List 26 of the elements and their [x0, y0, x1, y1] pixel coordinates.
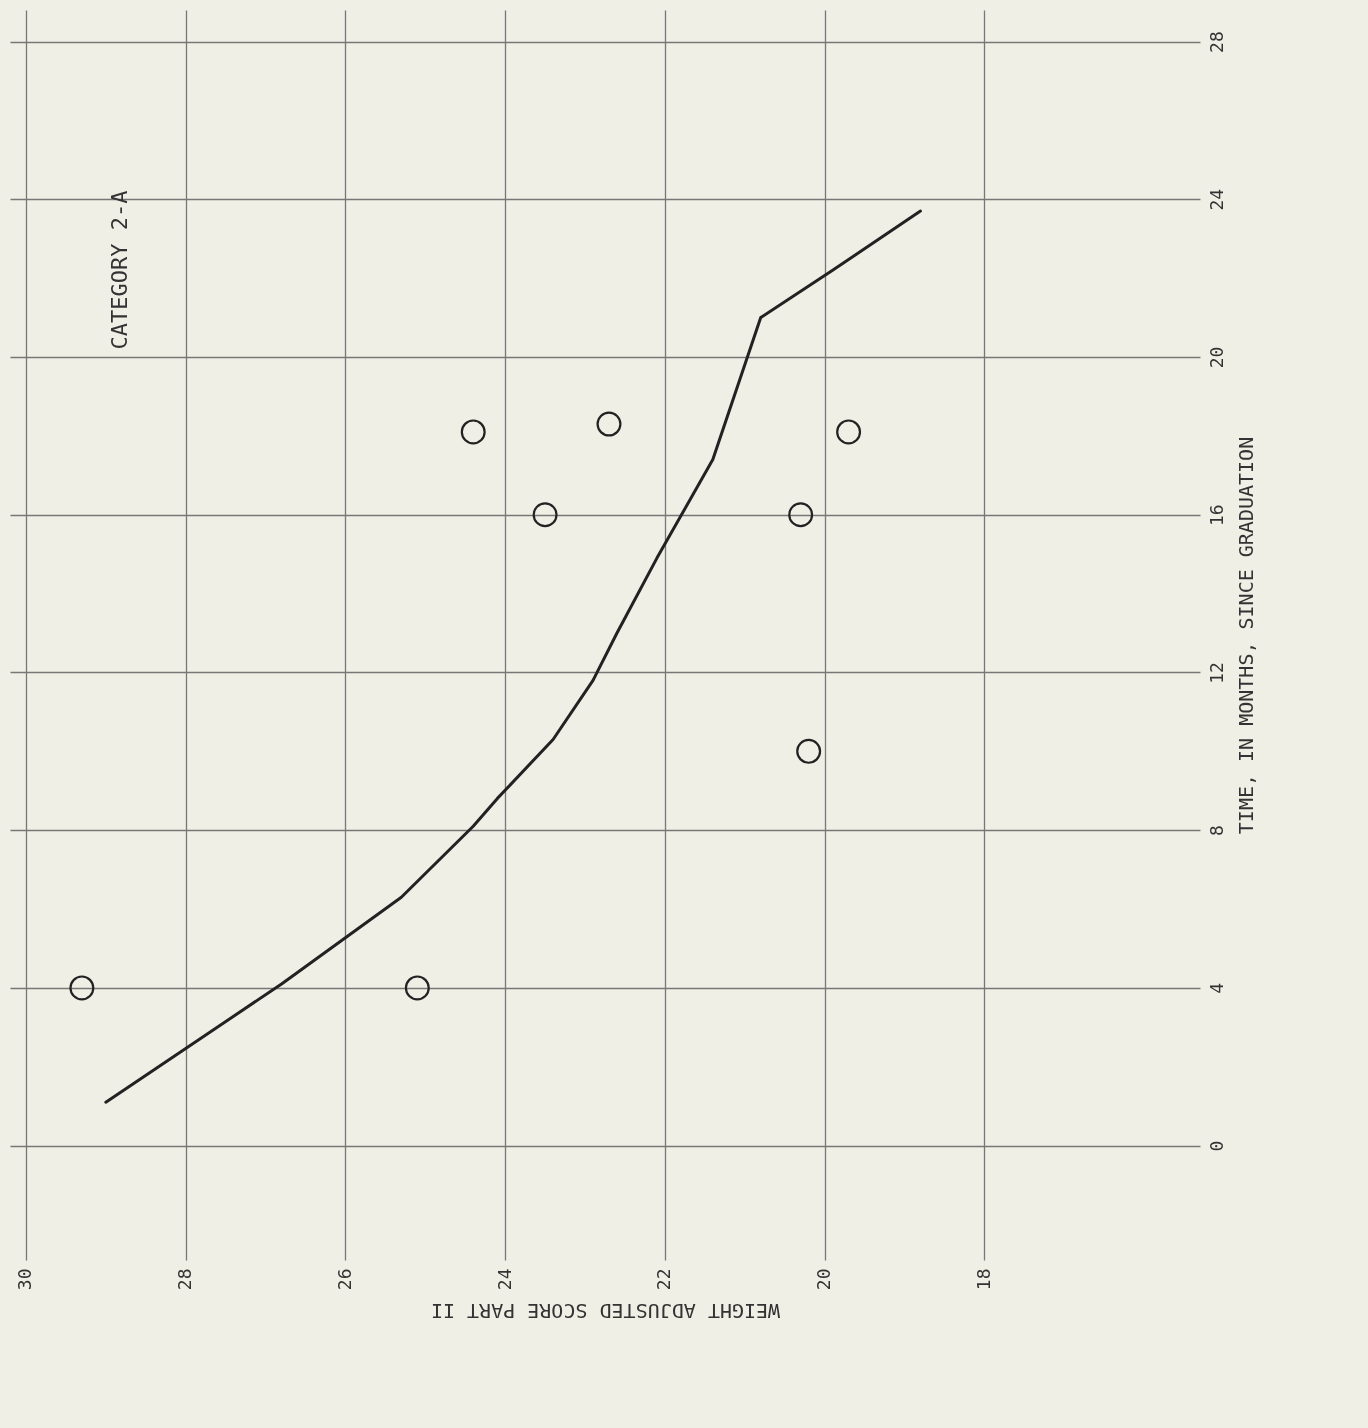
- point: [404, 975, 430, 1001]
- point: [460, 419, 486, 445]
- y-tick-label: 4: [1205, 983, 1227, 994]
- y-tick-label: 0: [1205, 1140, 1227, 1152]
- x-tick-label: 30: [14, 1268, 36, 1291]
- point: [596, 411, 622, 437]
- point: [836, 419, 862, 445]
- x-tick-label: 28: [174, 1268, 196, 1291]
- x-tick-label: 18: [972, 1268, 994, 1291]
- text: CATEGORY 2-A: [107, 190, 132, 350]
- y-axis-title: TIME, IN MONTHS, SINCE GRADUATION: [1233, 436, 1258, 835]
- y-tick-label: 20: [1205, 346, 1227, 369]
- point: [788, 502, 814, 528]
- x-tick-label: 24: [493, 1268, 515, 1291]
- y-tick-label: 24: [1205, 188, 1227, 211]
- point: [796, 738, 822, 764]
- point: [69, 975, 95, 1001]
- x-tick-label: 26: [333, 1268, 355, 1291]
- y-tick-label: 16: [1205, 504, 1227, 527]
- x-tick-label: 20: [813, 1268, 835, 1291]
- y-tick-label: 8: [1205, 825, 1227, 837]
- y-tick-label: 28: [1205, 31, 1227, 53]
- x-tick-label: 22: [653, 1268, 675, 1291]
- point: [532, 502, 558, 528]
- y-tick-label: 12: [1205, 662, 1227, 684]
- x-axis-title: WEIGHT ADJUSTED SCORE PART II: [430, 1299, 781, 1324]
